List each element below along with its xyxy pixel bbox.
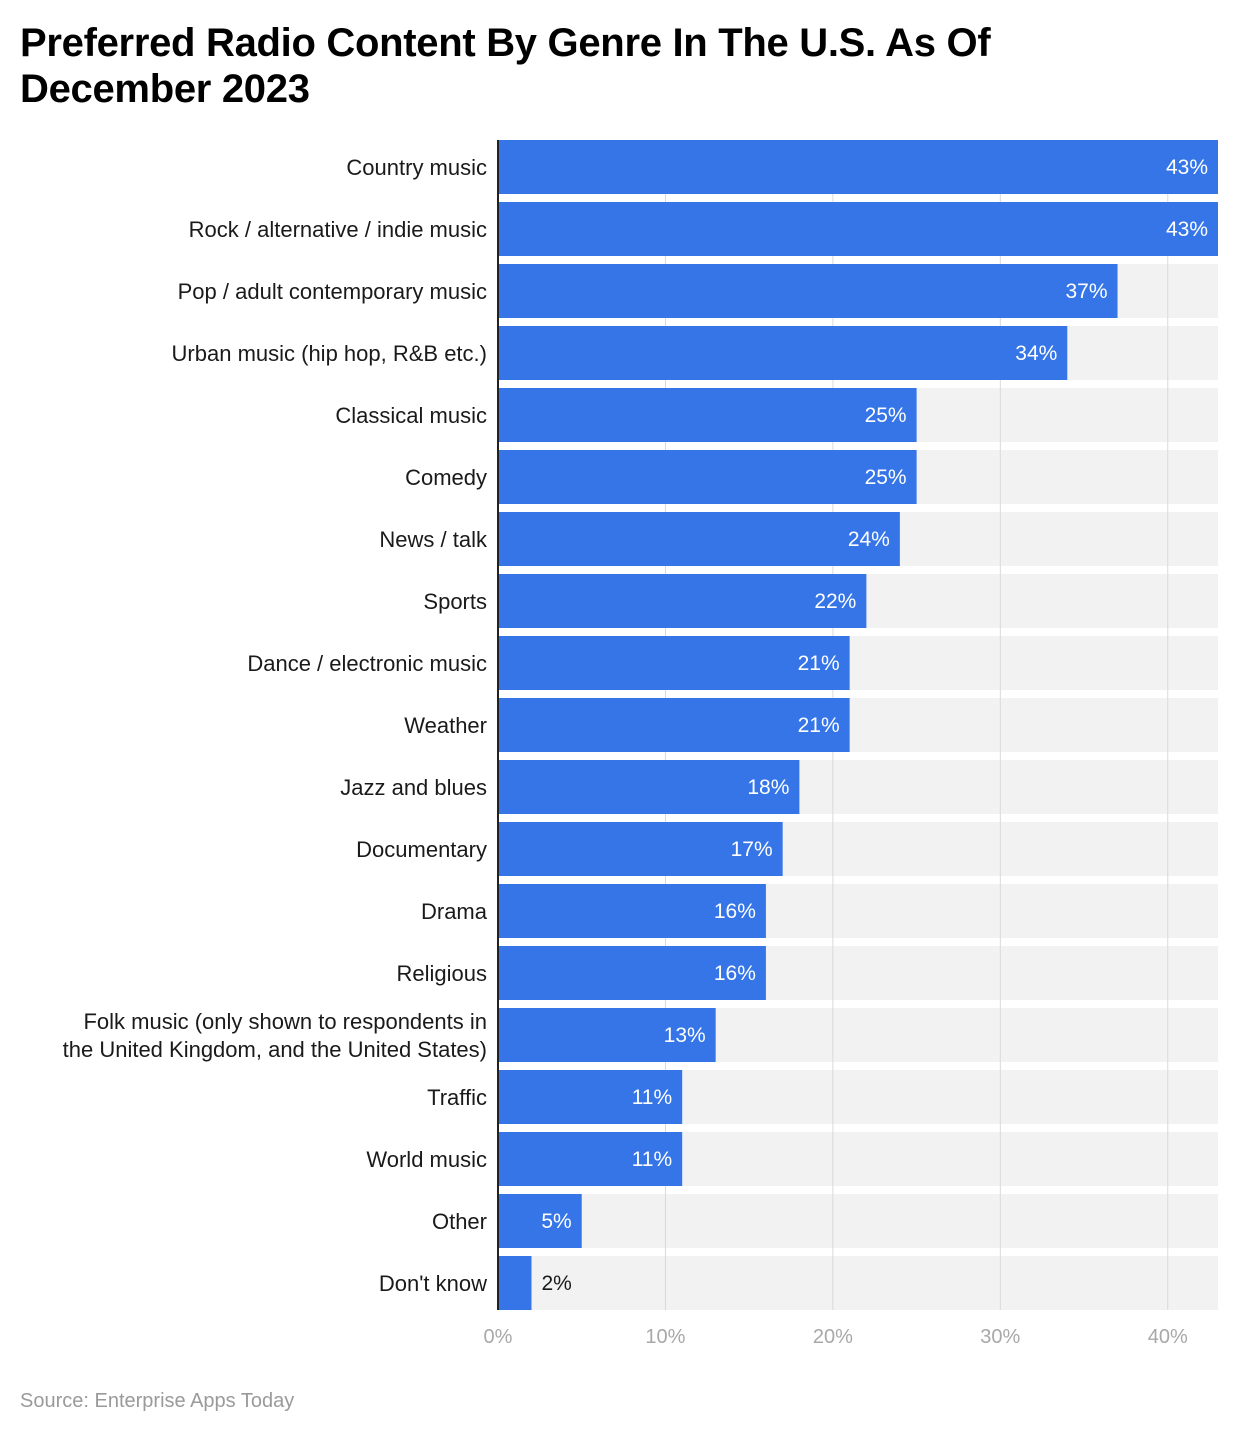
value-label: 25%: [865, 466, 907, 489]
category-label: Weather: [404, 713, 487, 738]
category-label: Rock / alternative / indie music: [189, 217, 487, 242]
category-label: Sports: [423, 589, 487, 614]
bar: [498, 1008, 716, 1062]
value-label: 17%: [731, 838, 773, 861]
value-label: 11%: [632, 1148, 672, 1171]
bar: [498, 264, 1118, 318]
bar: [498, 698, 850, 752]
bar: [498, 1194, 582, 1248]
bar: [498, 760, 800, 814]
bar: [498, 1132, 683, 1186]
category-label: Drama: [421, 899, 488, 924]
x-tick-label: 20%: [813, 1326, 853, 1348]
bar: [498, 822, 783, 876]
category-label: Folk music (only shown to respondents in…: [63, 1009, 487, 1062]
bar: [498, 1256, 532, 1310]
category-label: Dance / electronic music: [247, 651, 487, 676]
bar: [498, 450, 917, 504]
value-label: 2%: [541, 1272, 571, 1295]
x-axis-ticks: 0% 10% 20% 30% 40%: [484, 1326, 1188, 1348]
chart-title: Preferred Radio Content By Genre In The …: [20, 21, 991, 111]
chart-source: Source: Enterprise Apps Today: [20, 1390, 295, 1412]
value-label: 25%: [865, 404, 907, 427]
category-labels: Country music Rock / alternative / indie …: [63, 155, 488, 1296]
category-label: Don't know: [379, 1271, 487, 1296]
value-label: 5%: [541, 1210, 571, 1233]
x-tick-label: 40%: [1148, 1326, 1188, 1348]
x-tick-label: 0%: [484, 1326, 513, 1348]
category-label: Country music: [346, 155, 487, 180]
bar: [498, 388, 917, 442]
value-label: 37%: [1066, 280, 1108, 303]
bar: [498, 884, 766, 938]
category-label: Documentary: [356, 837, 487, 862]
bar: [498, 140, 1218, 194]
value-label: 34%: [1015, 342, 1057, 365]
category-label: Jazz and blues: [340, 775, 487, 800]
category-label: Comedy: [405, 465, 487, 490]
bar: [498, 574, 867, 628]
value-label: 43%: [1166, 156, 1208, 179]
value-label: 21%: [798, 652, 840, 675]
bar: [498, 946, 766, 1000]
value-label: 18%: [747, 776, 789, 799]
value-label: 22%: [814, 590, 856, 613]
category-label: Religious: [397, 961, 488, 986]
bar: [498, 1070, 683, 1124]
x-tick-label: 30%: [980, 1326, 1020, 1348]
bar: [498, 202, 1218, 256]
value-label: 43%: [1166, 218, 1208, 241]
value-label: 11%: [632, 1086, 672, 1109]
bar: [498, 512, 900, 566]
category-label: News / talk: [379, 527, 488, 552]
value-label: 16%: [714, 962, 756, 985]
value-labels: 43% 43% 37% 34% 25% 25% 24% 22% 21% 21% 18% 17% 16% 1…: [541, 156, 1208, 1295]
x-tick-label: 10%: [645, 1326, 685, 1348]
value-label: 13%: [664, 1024, 706, 1047]
category-label: Pop / adult contemporary music: [178, 279, 487, 304]
bars: [498, 140, 1218, 1310]
value-label: 16%: [714, 900, 756, 923]
bar: [498, 326, 1068, 380]
category-label: Urban music (hip hop, R&B etc.): [172, 341, 487, 366]
row-track: [498, 1194, 1218, 1248]
category-label: Other: [432, 1209, 487, 1234]
category-label: Traffic: [427, 1085, 487, 1110]
row-track: [498, 1256, 1218, 1310]
category-label: World music: [366, 1147, 487, 1172]
bar: [498, 636, 850, 690]
value-label: 24%: [848, 528, 890, 551]
value-label: 21%: [798, 714, 840, 737]
category-label: Classical music: [335, 403, 487, 428]
